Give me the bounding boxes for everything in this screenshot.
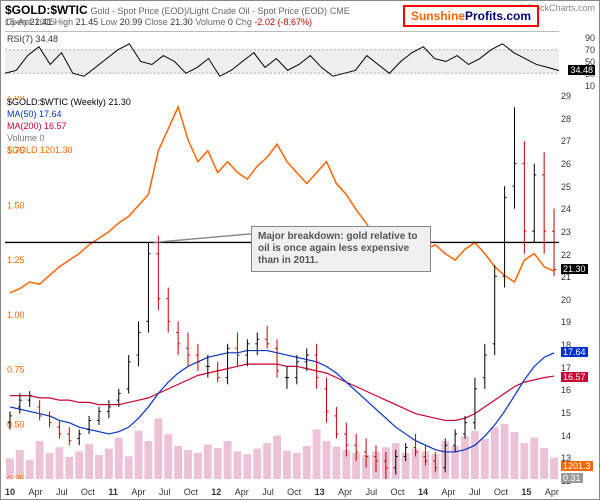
y-tick: 28 (561, 114, 571, 124)
y-tick: 29 (561, 91, 571, 101)
x-tick: Jul (56, 487, 68, 497)
y-tick: 19 (561, 317, 571, 327)
y-tick: 26 (561, 159, 571, 169)
x-tick: 10 (5, 487, 15, 497)
rsi-tick: 10 (585, 81, 595, 91)
price-plot: 2.001.751.501.251.000.750.500.25 (5, 96, 559, 479)
x-tick: Oct (81, 487, 95, 497)
x-tick: 11 (108, 487, 118, 497)
x-tick: Apr (338, 487, 352, 497)
rsi-flag: 34.48 (568, 65, 595, 75)
svg-text:2.00: 2.00 (7, 96, 25, 101)
rsi-tick: 70 (585, 45, 595, 55)
y-tick: 27 (561, 136, 571, 146)
price-flag: 21.30 (561, 264, 588, 274)
annotation-box: Major breakdown: gold relative to oil is… (251, 226, 431, 272)
x-tick: Oct (391, 487, 405, 497)
x-tick: Apr (545, 487, 559, 497)
x-axis: 10 Apr Jul Oct 11 Apr Jul Oct 12 Apr Jul Oct 13 Apr Ju… (5, 487, 559, 497)
description: Gold - Spot Price (EOD)/Light Crude Oil … (90, 6, 327, 16)
y-tick: 16 (561, 385, 571, 395)
svg-text:0.75: 0.75 (7, 365, 25, 375)
x-tick: Oct (494, 487, 508, 497)
x-tick: Jul (262, 487, 274, 497)
price-flag: 0.31 (561, 473, 583, 483)
price-panel: $GOLD:$WTIC (Weekly) 21.30 MA(50) 17.64 … (5, 96, 559, 479)
watermark: SunshineProfits.com (403, 5, 539, 27)
svg-text:1.00: 1.00 (7, 310, 25, 320)
price-flag: 17.64 (561, 347, 588, 357)
x-tick: 15 (521, 487, 531, 497)
x-tick: 14 (418, 487, 428, 497)
x-tick: Jul (159, 487, 171, 497)
x-tick: Apr (131, 487, 145, 497)
x-tick: Apr (235, 487, 249, 497)
y-tick: 24 (561, 204, 571, 214)
exchange: CME (330, 6, 350, 16)
y-tick: 22 (561, 250, 571, 260)
y-tick: 15 (561, 408, 571, 418)
y-tick: 14 (561, 431, 571, 441)
x-tick: Apr (441, 487, 455, 497)
x-tick: 13 (315, 487, 325, 497)
stockchart: $GOLD:$WTIC Gold - Spot Price (EOD)/Ligh… (0, 0, 600, 500)
svg-text:1.25: 1.25 (7, 255, 25, 265)
rsi-plot (5, 32, 559, 91)
rsi-panel: RSI(7) 34.48 9070503010 34.48 (5, 31, 559, 91)
x-tick: Oct (184, 487, 198, 497)
rsi-tick: 90 (585, 33, 595, 43)
symbol: $GOLD:$WTIC (5, 3, 88, 17)
x-tick: Jul (469, 487, 481, 497)
x-tick: Oct (287, 487, 301, 497)
y-axis: 29282726252423222120191817161514131221.3… (561, 96, 597, 479)
y-tick: 25 (561, 182, 571, 192)
x-tick: Apr (28, 487, 42, 497)
svg-text:1.50: 1.50 (7, 200, 25, 210)
ohlc-bar: Open 21.41 High 21.45 Low 20.99 Close 21… (5, 17, 312, 27)
price-flag: 1201.3 (561, 461, 593, 471)
x-tick: Jul (366, 487, 378, 497)
y-tick: 20 (561, 295, 571, 305)
price-flag: 16.57 (561, 372, 588, 382)
x-tick: 12 (211, 487, 221, 497)
svg-text:1.75: 1.75 (7, 146, 25, 156)
svg-text:0.25: 0.25 (7, 474, 25, 479)
y-tick: 23 (561, 227, 571, 237)
